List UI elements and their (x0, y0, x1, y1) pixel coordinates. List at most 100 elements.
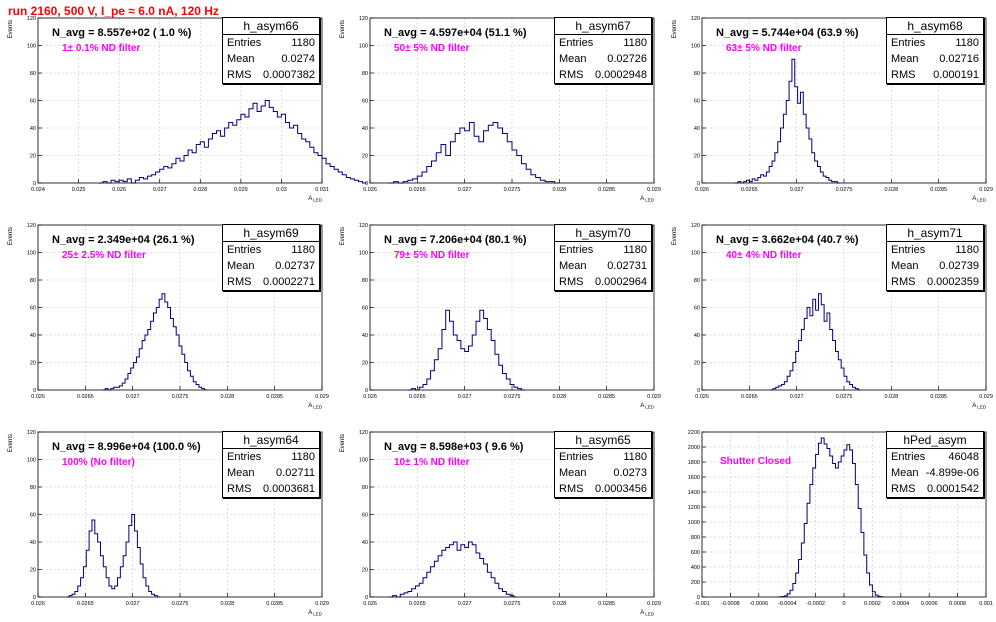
stats-box: h_asym69 Entries 1180 Mean 0.02737 RMS 0.00022… (222, 224, 320, 291)
x-tick-label: -0.0002 (806, 601, 825, 607)
y-tick-label: 60 (694, 99, 700, 105)
x-tick-label: 0.026 (112, 187, 126, 193)
y-tick-label: 120 (691, 223, 700, 229)
stats-row-mean: Mean -4.899e-06 (887, 465, 983, 481)
stats-label-entries: Entries (559, 244, 594, 256)
y-tick-label: 0 (697, 388, 700, 394)
histogram-panel-h_asym67: 0.026 0.0265 0.027 0.0275 0.028 0.0285 0.029 0 2… (332, 0, 664, 207)
n-avg-label: N_avg = 7.206e+04 (80.1 %) (384, 234, 527, 246)
x-tick-label: 0.025 (72, 187, 86, 193)
x-axis-label: ALED (640, 403, 655, 410)
x-tick-label: -0.0008 (721, 601, 740, 607)
stats-value-entries: 1180 (623, 37, 647, 49)
x-axis-label-main: A (640, 403, 644, 409)
stats-label-rms: RMS (891, 483, 916, 495)
plot-frame (701, 17, 987, 184)
x-tick-label: 0.026 (363, 187, 377, 193)
stats-label-entries: Entries (227, 37, 262, 49)
n-avg-label: N_avg = 5.744e+04 (63.9 %) (716, 27, 859, 39)
x-tick-label: 0.026 (363, 394, 377, 400)
y-tick-label: 120 (359, 430, 368, 436)
filter-label: 40± 4% ND filter (726, 250, 802, 261)
x-tick-label: 0.0285 (598, 394, 615, 400)
x-axis-label-sub: LED (645, 405, 655, 410)
stats-label-rms: RMS (227, 69, 252, 81)
histogram-series (102, 293, 208, 391)
y-tick-label: 80 (694, 278, 700, 284)
x-tick-label: 0.0008 (949, 601, 966, 607)
stats-value-entries: 1180 (291, 37, 315, 49)
y-tick-label: 0 (365, 388, 368, 394)
x-tick-label: 0.027 (790, 187, 804, 193)
x-axis-label-main: A (640, 610, 644, 616)
stats-title: h_asym64 (223, 432, 319, 449)
x-tick-label: 0.029 (979, 187, 993, 193)
y-tick-label: 60 (362, 99, 368, 105)
x-tick-label: 0.0006 (921, 601, 938, 607)
x-tick-label: 0.029 (315, 601, 329, 607)
filter-label: 25± 2.5% ND filter (62, 250, 146, 261)
x-tick-label: 0.0275 (836, 394, 853, 400)
stats-box: hPed_asym Entries 46048 Mean -4.899e-06 RMS 0.… (886, 431, 984, 498)
plot-frame (369, 431, 655, 598)
y-tick-label: 0 (365, 181, 368, 187)
y-tick-label: 20 (362, 154, 368, 160)
x-tick-label: 0.029 (979, 394, 993, 400)
y-tick-label: 60 (362, 306, 368, 312)
stats-value-mean: 0.02711 (276, 467, 315, 479)
stats-title: h_asym68 (887, 18, 983, 35)
y-tick-label: 80 (30, 485, 36, 491)
x-tick-label: 0.0275 (836, 187, 853, 193)
y-axis-label: Events (672, 20, 678, 38)
y-axis-label: Events (8, 434, 14, 452)
x-tick-label: 0.027 (153, 187, 167, 193)
stats-value-rms: 0.0003456 (595, 483, 647, 495)
filter-label: 100% (No filter) (62, 457, 135, 468)
x-tick-label: 0.0275 (172, 601, 189, 607)
x-axis-label-sub: LED (645, 198, 655, 203)
stats-value-entries: 1180 (291, 451, 315, 463)
x-tick-label: 0 (842, 601, 845, 607)
x-tick-label: 0.0265 (409, 187, 426, 193)
stats-value-rms: 0.0007382 (263, 69, 315, 81)
x-tick-label: 0.0275 (504, 394, 521, 400)
x-axis-label: ALED (308, 196, 323, 203)
x-axis-label-main: A (308, 196, 312, 202)
stats-label-mean: Mean (559, 467, 587, 479)
stats-row-rms: RMS 0.0003681 (223, 481, 319, 497)
stats-row-rms: RMS 0.000191 (887, 67, 983, 83)
x-tick-label: 0.027 (126, 394, 140, 400)
y-tick-label: 120 (359, 16, 368, 22)
x-tick-label: 0.0265 (741, 187, 758, 193)
stats-label-rms: RMS (559, 276, 584, 288)
x-tick-label: 0.031 (315, 187, 329, 193)
x-tick-label: 0.029 (647, 187, 661, 193)
stats-value-rms: 0.000191 (933, 69, 979, 81)
histogram-series (388, 122, 560, 184)
stats-box: h_asym65 Entries 1180 Mean 0.0273 RMS 0.000345… (554, 431, 652, 498)
y-tick-label: 100 (359, 458, 368, 464)
stats-label-rms: RMS (891, 276, 916, 288)
x-tick-label: 0.027 (458, 394, 472, 400)
y-tick-label: 1200 (688, 505, 700, 511)
x-tick-label: 0.026 (31, 394, 45, 400)
stats-label-mean: Mean (891, 53, 919, 65)
stats-box: h_asym68 Entries 1180 Mean 0.02716 RMS 0.00019… (886, 17, 984, 84)
stats-label-entries: Entries (891, 244, 926, 256)
x-tick-label: 0.026 (695, 394, 709, 400)
x-tick-label: 0.027 (458, 601, 472, 607)
y-tick-label: 0 (33, 181, 36, 187)
x-tick-label: 0.0265 (77, 394, 94, 400)
y-tick-label: 60 (30, 306, 36, 312)
y-tick-label: 100 (27, 44, 36, 50)
plot-frame (701, 224, 987, 391)
stats-row-mean: Mean 0.02726 (555, 51, 651, 67)
y-axis-label: Events (672, 227, 678, 245)
y-tick-label: 40 (362, 333, 368, 339)
x-tick-label: 0.001 (979, 601, 993, 607)
y-tick-label: 80 (30, 71, 36, 77)
x-axis-label: ALED (308, 610, 323, 617)
plot-frame (701, 431, 987, 598)
y-tick-label: 20 (30, 568, 36, 574)
stats-row-rms: RMS 0.0001542 (887, 481, 983, 497)
